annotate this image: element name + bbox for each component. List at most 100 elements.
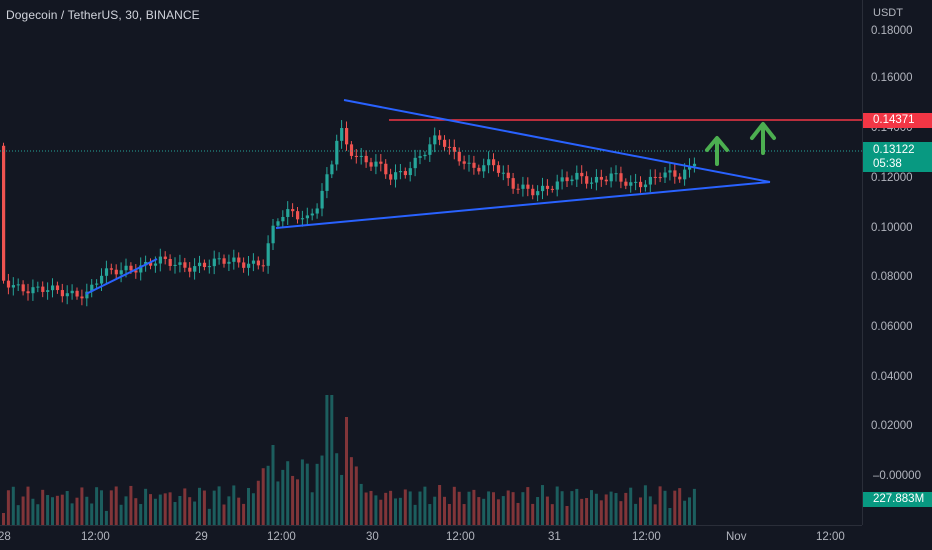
candle-body xyxy=(173,264,177,266)
last-price-tag: 0.13122 05:38 xyxy=(863,142,932,172)
candle-body xyxy=(188,267,192,272)
volume-bar xyxy=(46,495,50,525)
candle-body xyxy=(345,128,349,145)
candle-body xyxy=(222,258,226,264)
volume-bar xyxy=(90,503,94,525)
volume-bar xyxy=(678,488,682,525)
volume-bar xyxy=(95,487,99,525)
candle-body xyxy=(109,268,113,270)
candle-body xyxy=(305,215,309,219)
volume-bar xyxy=(443,496,446,525)
price-scale[interactable]: USDT 0.18000 0.16000 0.14000 0.12000 0.1… xyxy=(862,0,932,525)
candle-body xyxy=(261,265,265,267)
symbol-title[interactable]: Dogecoin / TetherUS, 30, BINANCE xyxy=(6,8,200,22)
triangle-upper-trendline[interactable] xyxy=(343,99,771,183)
volume-bar xyxy=(163,493,167,525)
volume-bar xyxy=(413,504,417,525)
volume-bar xyxy=(114,486,118,525)
chart-pane[interactable]: Dogecoin / TetherUS, 30, BINANCE xyxy=(0,0,862,525)
time-tick: 28 xyxy=(0,531,11,543)
volume-bar xyxy=(639,497,642,525)
volume-bar xyxy=(36,504,40,525)
volume-bar xyxy=(423,486,427,525)
arrow-up-icon[interactable] xyxy=(750,122,776,155)
chart-canvas[interactable] xyxy=(0,0,862,525)
volume-bar xyxy=(531,503,535,525)
volume-bar xyxy=(340,474,344,525)
candle-body xyxy=(271,225,275,244)
candle-body xyxy=(237,257,241,263)
volume-bar xyxy=(330,395,334,525)
volume-bar xyxy=(389,490,393,525)
candle-body xyxy=(198,262,202,267)
volume-bar xyxy=(403,489,407,525)
candle-body xyxy=(668,170,672,173)
volume-bar xyxy=(232,485,236,525)
candle-body xyxy=(349,144,354,156)
candle-body xyxy=(384,163,388,175)
candle-body xyxy=(11,285,15,288)
candle-body xyxy=(374,161,378,167)
candle-body xyxy=(276,221,280,226)
volume-bar xyxy=(178,496,182,525)
time-tick: 12:00 xyxy=(81,531,110,543)
candle-body xyxy=(183,262,187,268)
volume-bar xyxy=(129,485,133,525)
candle-body xyxy=(251,260,256,264)
candle-body xyxy=(492,159,496,166)
triangle-lower-trendline[interactable] xyxy=(275,181,771,229)
candle-body xyxy=(85,291,89,299)
volume-bar xyxy=(325,395,329,525)
volume-bar xyxy=(501,496,505,525)
bar-countdown: 05:38 xyxy=(873,158,902,170)
volume-bar xyxy=(545,496,549,525)
candle-body xyxy=(266,243,270,266)
candle-body xyxy=(124,265,128,271)
price-tick: 0.08000 xyxy=(871,271,913,283)
volume-bar xyxy=(477,497,481,525)
candle-body xyxy=(482,165,486,172)
volume-bar xyxy=(374,495,378,525)
volume-bar xyxy=(305,463,309,525)
volume-bar xyxy=(560,491,564,525)
candle-body xyxy=(413,157,417,169)
volume-bar xyxy=(462,504,466,525)
volume-bar xyxy=(193,501,197,525)
volume-bar xyxy=(296,479,299,525)
candle-body xyxy=(379,161,383,164)
time-tick: Nov xyxy=(726,531,747,543)
volume-bar xyxy=(496,499,500,525)
candle-body xyxy=(639,181,643,188)
arrow-up-icon[interactable] xyxy=(705,136,729,166)
candle-body xyxy=(580,172,584,177)
volume-bar xyxy=(335,453,339,525)
volume-bar xyxy=(227,496,231,525)
time-tick: 30 xyxy=(366,531,379,543)
volume-bar xyxy=(217,486,221,525)
candle-body xyxy=(16,284,20,286)
volume-bar xyxy=(300,459,304,525)
volume-bar xyxy=(139,504,143,525)
volume-bar xyxy=(614,493,618,525)
candle-body xyxy=(90,284,94,292)
volume-bar xyxy=(482,498,486,525)
candle-body xyxy=(232,257,236,262)
candle-body xyxy=(153,263,158,266)
volume-bar xyxy=(398,497,402,525)
volume-bar xyxy=(188,497,192,525)
candle-body xyxy=(653,176,657,178)
time-tick: 12:00 xyxy=(446,531,475,543)
volume-bar xyxy=(536,497,540,525)
volume-bar xyxy=(55,495,59,525)
time-scale[interactable]: 28 12:00 29 12:00 30 12:00 31 12:00 Nov … xyxy=(0,525,862,550)
candle-body xyxy=(114,269,118,275)
price-tick: 0.12000 xyxy=(871,172,913,184)
volume-bar xyxy=(320,455,324,525)
volume-bar xyxy=(457,491,461,525)
early-trendline[interactable] xyxy=(85,258,158,295)
candle-body xyxy=(506,172,510,179)
candle-body xyxy=(2,145,6,281)
volume-bar xyxy=(575,488,579,525)
candle-body xyxy=(129,265,133,271)
volume-bars xyxy=(2,395,696,525)
